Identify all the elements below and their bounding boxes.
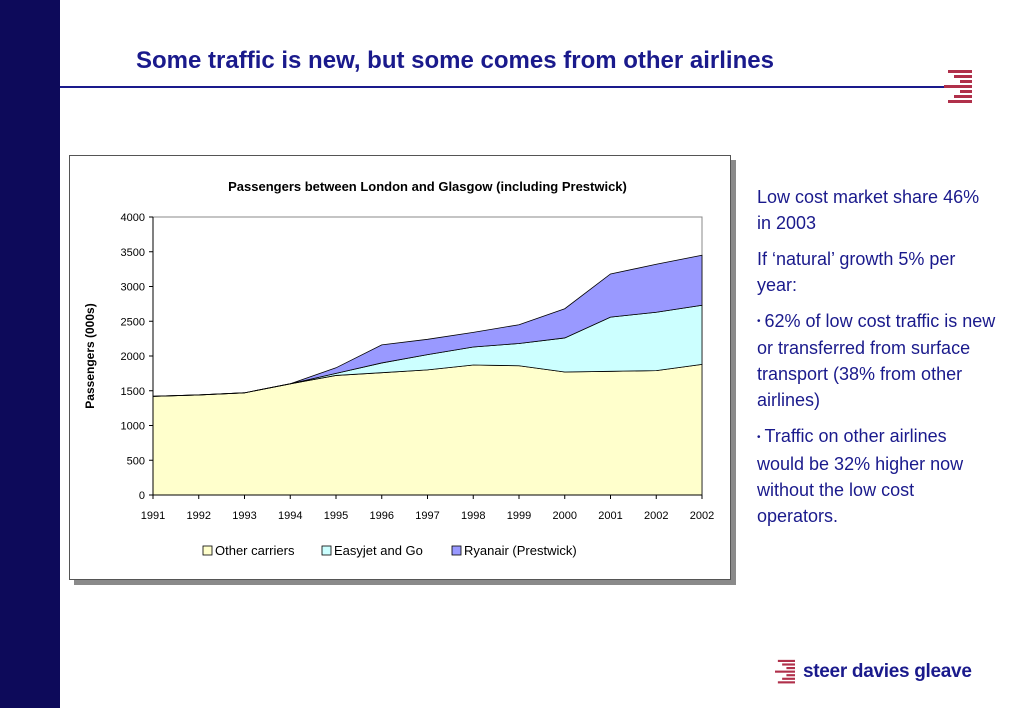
brand-name: steer davies gleave: [803, 661, 972, 682]
side-text: Low cost market share 46% in 2003 If ‘na…: [757, 184, 997, 539]
slide-title: Some traffic is new, but some comes from…: [136, 47, 774, 74]
market-share-text: Low cost market share 46% in 2003: [757, 187, 980, 233]
corner-logo-icon: [944, 70, 972, 103]
x-tick-label: 1997: [415, 510, 439, 522]
x-tick-label: 1996: [370, 510, 394, 522]
chart-frame: Passengers between London and Glasgow (i…: [69, 155, 731, 580]
y-tick-label: 1500: [121, 386, 145, 398]
y-tick-label: 0: [139, 490, 145, 502]
legend-label-1: Easyjet and Go: [334, 543, 423, 558]
legend-swatch-1: [321, 545, 332, 556]
x-tick-label: 2002: [690, 510, 714, 522]
x-tick-label: 1998: [461, 510, 485, 522]
chart-title: Passengers between London and Glasgow (i…: [228, 179, 627, 194]
y-tick-label: 2000: [121, 351, 145, 363]
y-tick-label: 4000: [121, 212, 145, 224]
natural-growth-text: If ‘natural’ growth 5% per year:: [757, 249, 956, 295]
x-tick-label: 1993: [232, 510, 256, 522]
bullet-text-1: 62% of low cost traffic is new or transf…: [757, 311, 996, 411]
y-tick-label: 1000: [121, 421, 145, 433]
x-tick-label: 1992: [187, 510, 211, 522]
bullet-icon: •: [757, 316, 761, 328]
y-tick-label: 500: [127, 455, 145, 467]
series-area-2: [152, 254, 703, 397]
x-tick-label: 1995: [324, 510, 348, 522]
x-tick-label: 2002: [644, 510, 668, 522]
y-tick-label: 3500: [121, 247, 145, 259]
bullet-item-1: • 62% of low cost traffic is new or trans…: [757, 308, 997, 413]
legend-label-0: Other carriers: [215, 543, 295, 558]
y-tick-label: 2500: [121, 316, 145, 328]
y-axis-label: Passengers (000s): [83, 303, 97, 408]
bullet-icon: •: [757, 431, 761, 443]
x-tick-label: 2000: [553, 510, 577, 522]
x-tick-label: 1994: [278, 510, 302, 522]
x-tick-label: 2001: [598, 510, 622, 522]
x-tick-label: 1999: [507, 510, 531, 522]
bullet-item-2: • Traffic on other airlines would be 32% …: [757, 423, 997, 528]
brand-logo: steer davies gleave: [775, 659, 972, 685]
left-sidebar-band: [0, 0, 60, 708]
y-tick-label: 3000: [121, 282, 145, 294]
title-rule: [60, 86, 944, 88]
x-tick-label: 1991: [141, 510, 165, 522]
legend-swatch-0: [202, 545, 213, 556]
legend-swatch-2: [451, 545, 462, 556]
bullet-text-2: Traffic on other airlines would be 32% h…: [757, 426, 964, 526]
passenger-area-chart: Passengers between London and Glasgow (i…: [83, 179, 714, 558]
legend-label-2: Ryanair (Prestwick): [464, 543, 577, 558]
brand-mark-icon: [775, 659, 795, 684]
